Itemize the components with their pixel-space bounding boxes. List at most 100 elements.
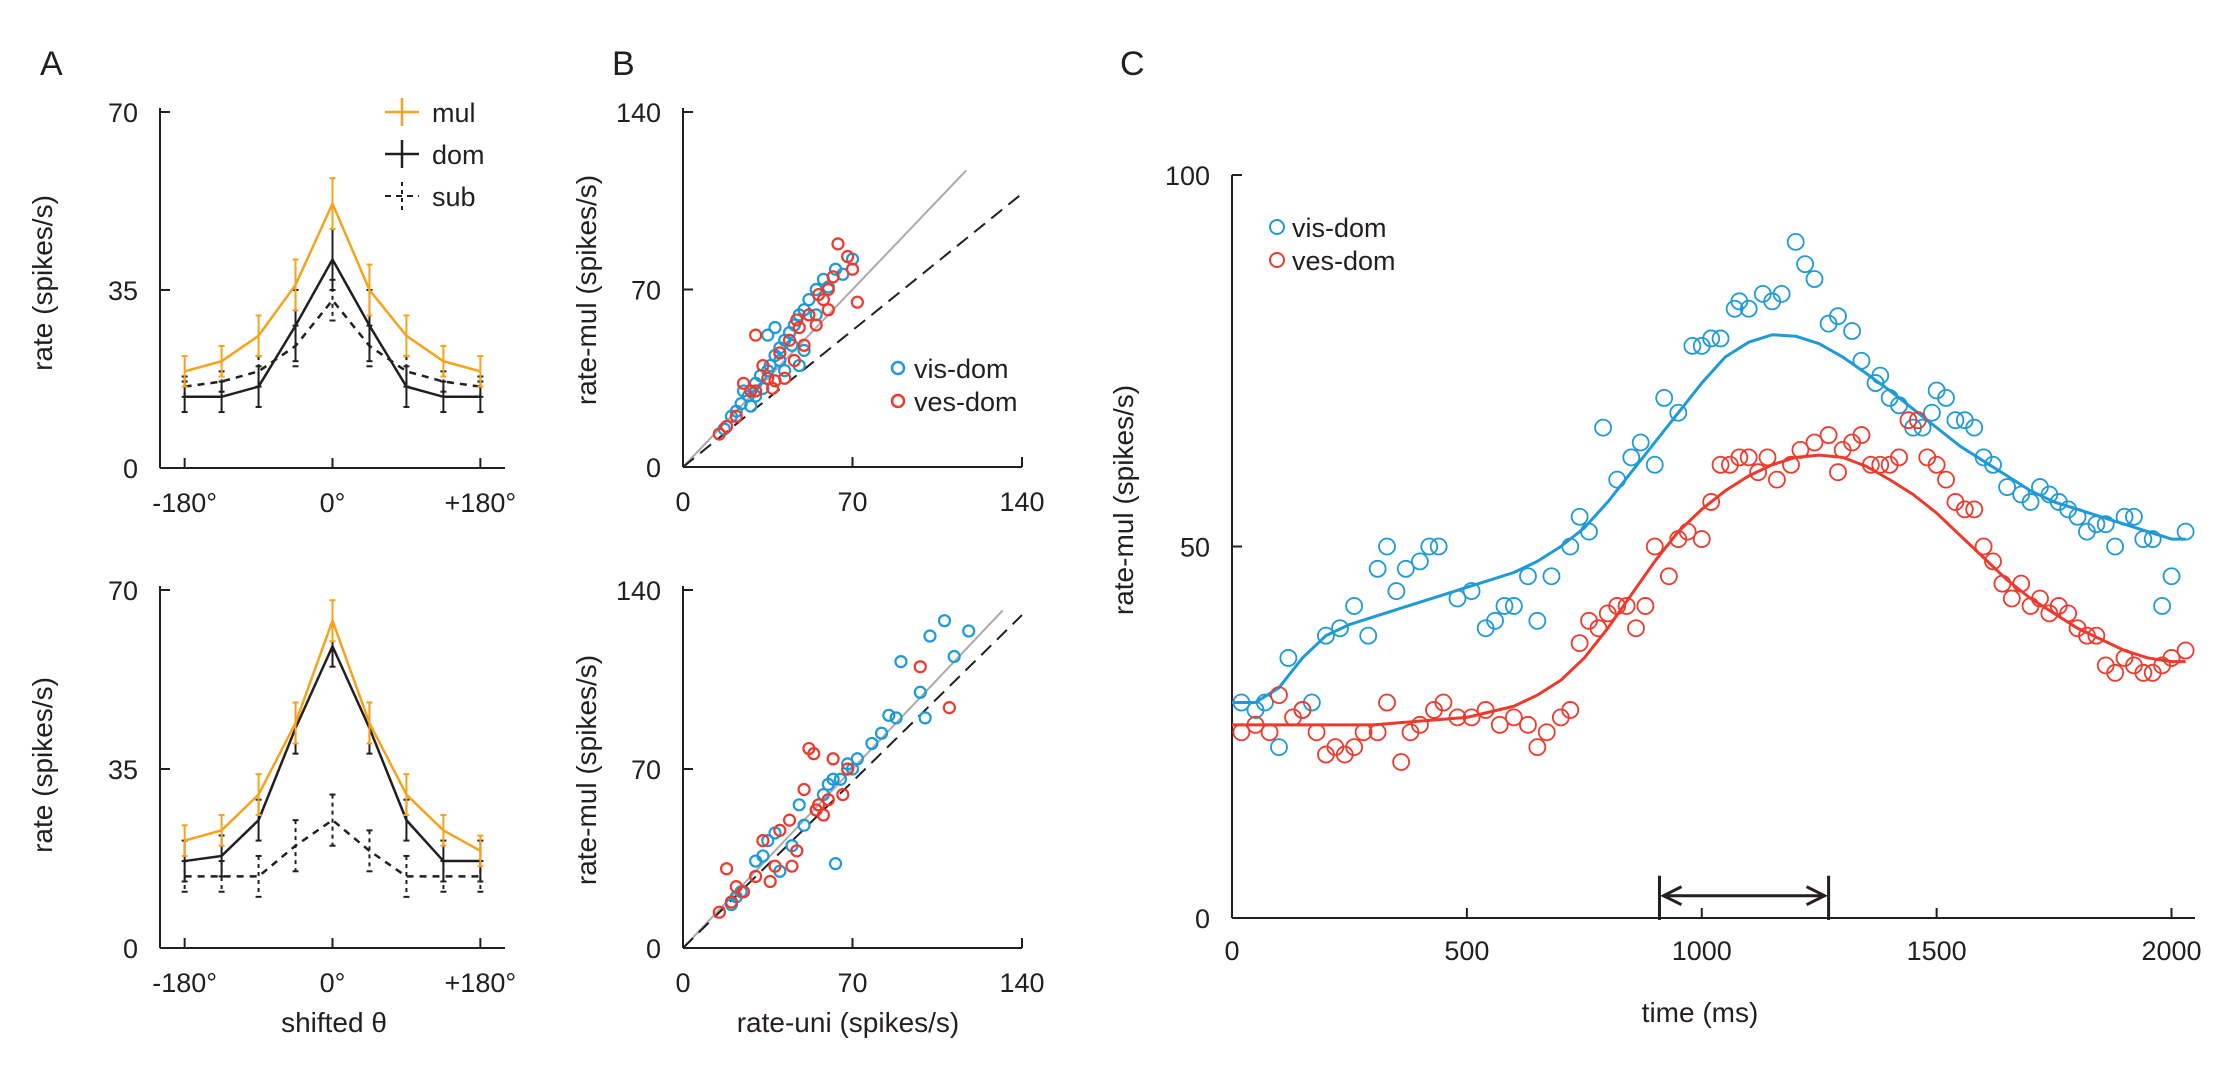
y-tick-label: 100 [1165,161,1210,191]
data-point-vis-dom [1937,388,1955,407]
data-point-ves-dom [763,874,777,889]
data-point-ves-dom [773,823,787,837]
data-point-ves-dom [749,869,763,884]
x-tick-label: 140 [999,968,1044,998]
data-point-vis-dom [761,833,775,848]
data-point-ves-dom [1434,693,1453,712]
data-point-vis-dom [1462,582,1481,600]
data-point-ves-dom [807,747,821,761]
data-point-ves-dom [1768,470,1786,489]
x-tick-label: -180° [152,488,217,518]
data-point-vis-dom [2106,537,2125,556]
legend-dom-label: dom [432,140,485,170]
data-point-ves-dom [756,358,770,373]
data-point-vis-dom [1519,567,1537,586]
data-point-ves-dom [821,793,835,807]
data-point-ves-dom [1645,537,1664,556]
data-point-vis-dom [1420,537,1439,556]
y-tick-label: 70 [631,276,661,306]
data-point-vis-dom [1998,478,2016,496]
data-point-vis-dom [1570,507,1589,526]
data-point-vis-dom [850,752,864,766]
data-point-ves-dom [831,237,845,251]
x-tick-label: 500 [1444,936,1489,966]
data-point-vis-dom [1580,522,1598,541]
data-point-ves-dom [1411,715,1429,734]
y-tick-label: 140 [616,576,661,606]
data-point-vis-dom [1965,418,1984,437]
data-point-ves-dom [2087,626,2106,645]
data-point-vis-dom [2162,567,2181,586]
data-point-vis-dom [744,399,758,413]
data-point-vis-dom [1711,329,1730,348]
data-point-ves-dom [787,353,801,368]
data-point-vis-dom [1631,433,1650,452]
data-point-vis-dom [2176,522,2195,541]
data-point-vis-dom [797,818,811,832]
data-point-vis-dom [1843,322,1861,340]
y-tick-label: 0 [1195,904,1210,934]
data-point-vis-dom [778,364,792,378]
x-tick-label: 1000 [1672,936,1732,966]
data-point-vis-dom [865,736,879,751]
data-point-vis-dom [828,857,843,871]
data-point-vis-dom [1495,597,1514,615]
data-point-vis-dom [1829,307,1847,326]
data-point-ves-dom [1392,753,1411,771]
data-point-ves-dom [792,320,806,335]
x-tick-label: 0 [1224,936,1239,966]
panel-b-top-chart: 0 70 140 0 70 140 [616,98,1045,517]
data-point-vis-dom [1317,626,1335,645]
x-tick-label: 0 [675,487,690,517]
data-point-vis-dom [1359,626,1378,645]
data-point-vis-dom [962,624,976,638]
data-point-ves-dom [1270,686,1288,704]
y-tick-label: 0 [646,934,661,964]
y-tick-label: 70 [631,755,661,785]
data-point-ves-dom [719,862,734,876]
data-point-ves-dom [850,295,864,309]
x-tick-label: 0 [675,968,690,998]
data-point-ves-dom [1937,470,1955,489]
x-tick-label: 1500 [1907,936,1967,966]
smooth-curve-vis-dom [1232,333,2186,705]
data-point-vis-dom [2021,493,2040,511]
data-point-vis-dom [1594,418,1613,437]
panel-a-x-axis-label: shifted θ [281,1007,387,1038]
smooth-curve-ves-dom [1232,453,2186,727]
data-point-ves-dom [1890,448,1908,467]
data-point-ves-dom [761,371,775,385]
data-point-vis-dom [874,726,889,740]
data-point-ves-dom [821,303,835,317]
data-point-vis-dom [918,711,932,725]
panel-b-legend: vis-dom ves-dom [890,354,1018,417]
data-point-vis-dom [1396,559,1415,578]
data-point-vis-dom [1984,455,2002,474]
legend-sub-label: sub [432,182,476,212]
data-point-vis-dom [768,320,782,335]
data-point-vis-dom [1622,448,1641,467]
y-tick-label: 0 [646,453,661,483]
data-point-vis-dom [1378,537,1396,556]
data-point-vis-dom [1345,597,1364,615]
reference-line-fit [682,192,1023,468]
data-point-ves-dom [2162,649,2181,667]
data-point-vis-dom [1411,552,1429,571]
data-point-ves-dom [1570,634,1589,652]
data-point-vis-dom [826,772,840,786]
data-point-ves-dom [1993,574,2012,593]
data-point-ves-dom [809,803,823,817]
data-point-vis-dom [1486,611,1504,630]
y-tick-label: 35 [108,755,138,785]
data-point-ves-dom [2176,641,2195,660]
data-point-ves-dom [811,287,826,302]
data-point-ves-dom [1636,597,1655,615]
reference-line-identity [682,169,968,468]
data-point-ves-dom [785,859,799,873]
legend-mul-label: mul [432,98,476,128]
data-point-ves-dom [1528,738,1547,757]
data-point-vis-dom [1669,403,1688,422]
data-point-ves-dom [773,346,787,360]
data-point-vis-dom [1504,597,1523,615]
